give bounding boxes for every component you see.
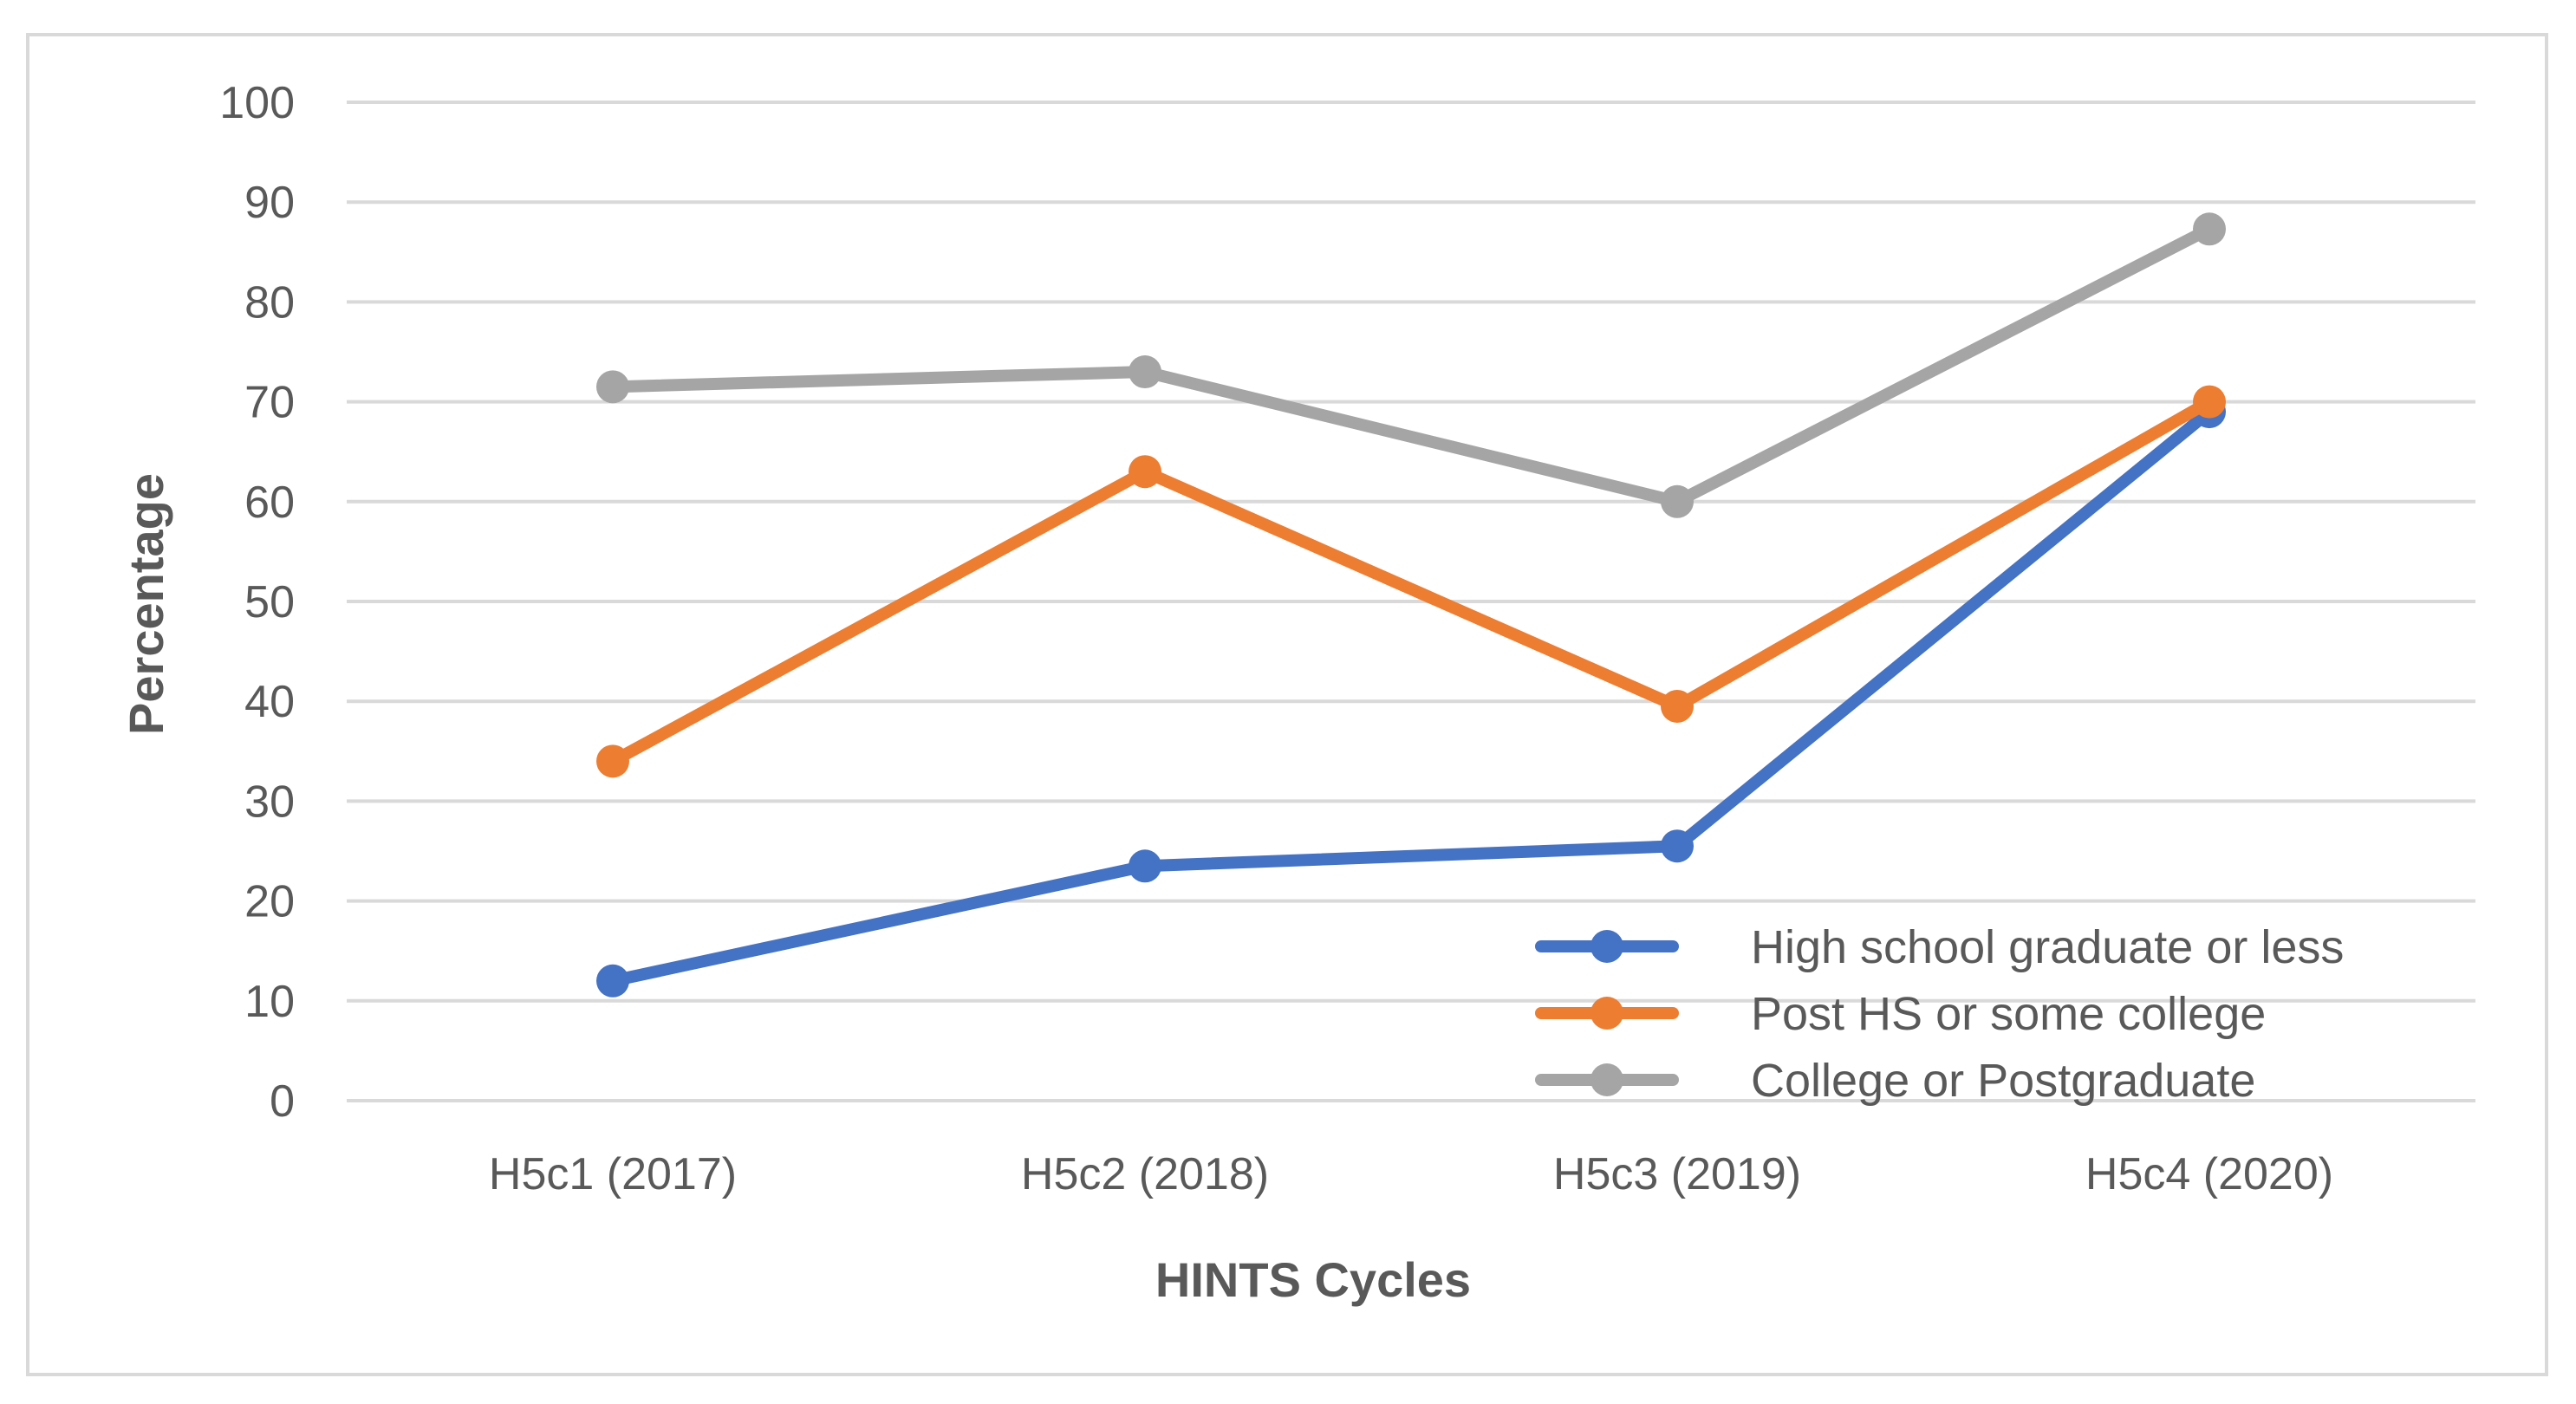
legend-item: College or Postgraduate	[1535, 1055, 2255, 1107]
series-lines	[596, 212, 2226, 998]
x-tick-label: H5c2 (2018)	[1021, 1149, 1269, 1199]
legend: High school graduate or less Post HS or s…	[1535, 921, 2344, 1107]
series-line	[607, 395, 2215, 768]
data-point	[1661, 484, 1694, 518]
x-tick-label: H5c4 (2020)	[2085, 1149, 2333, 1199]
y-tick-label: 20	[244, 877, 295, 927]
y-tick-label: 40	[244, 677, 295, 727]
legend-label: Post HS or some college	[1751, 988, 2266, 1040]
y-tick-label: 10	[244, 977, 295, 1027]
y-axis-ticks: 0 10 20 30 40 50 60 70 80 90 100	[219, 78, 295, 1127]
chart-frame	[26, 33, 2548, 1376]
series-line	[607, 406, 2215, 987]
data-point	[596, 370, 629, 404]
legend-label: High school graduate or less	[1751, 921, 2344, 973]
y-tick-label: 0	[270, 1076, 295, 1127]
series-high-school-graduate-or-less	[596, 395, 2226, 998]
x-tick-label: H5c3 (2019)	[1553, 1149, 1801, 1199]
y-axis-title: Percentage	[119, 473, 173, 735]
data-point	[1661, 689, 1694, 723]
legend-item: High school graduate or less	[1535, 921, 2344, 973]
legend-label: College or Postgraduate	[1751, 1055, 2255, 1107]
legend-swatch-marker	[1590, 997, 1623, 1030]
x-tick-label: H5c1 (2017)	[489, 1149, 737, 1199]
data-point	[596, 964, 629, 998]
data-point	[2193, 212, 2226, 246]
legend-item: Post HS or some college	[1535, 988, 2266, 1040]
y-tick-label: 70	[244, 378, 295, 428]
series-post-hs-or-some-college	[596, 385, 2226, 778]
y-tick-label: 50	[244, 577, 295, 627]
legend-swatch-marker	[1590, 930, 1623, 963]
y-tick-label: 90	[244, 178, 295, 228]
data-point	[2193, 385, 2226, 419]
y-tick-label: 60	[244, 478, 295, 528]
y-tick-label: 100	[219, 78, 295, 128]
data-point	[1661, 829, 1694, 863]
y-tick-label: 30	[244, 777, 295, 827]
x-axis-ticks: H5c1 (2017) H5c2 (2018) H5c3 (2019) H5c4 (2…	[489, 1149, 2333, 1199]
series-line	[607, 223, 2215, 508]
legend-swatch-marker	[1590, 1063, 1623, 1096]
series-college-or-postgraduate	[596, 212, 2226, 518]
data-point	[1129, 455, 1161, 489]
x-axis-title: HINTS Cycles	[1155, 1252, 1471, 1307]
data-point	[1129, 849, 1161, 883]
data-point	[596, 744, 629, 778]
y-tick-label: 80	[244, 277, 295, 328]
gridlines	[347, 101, 2475, 1102]
data-point	[1129, 355, 1161, 389]
